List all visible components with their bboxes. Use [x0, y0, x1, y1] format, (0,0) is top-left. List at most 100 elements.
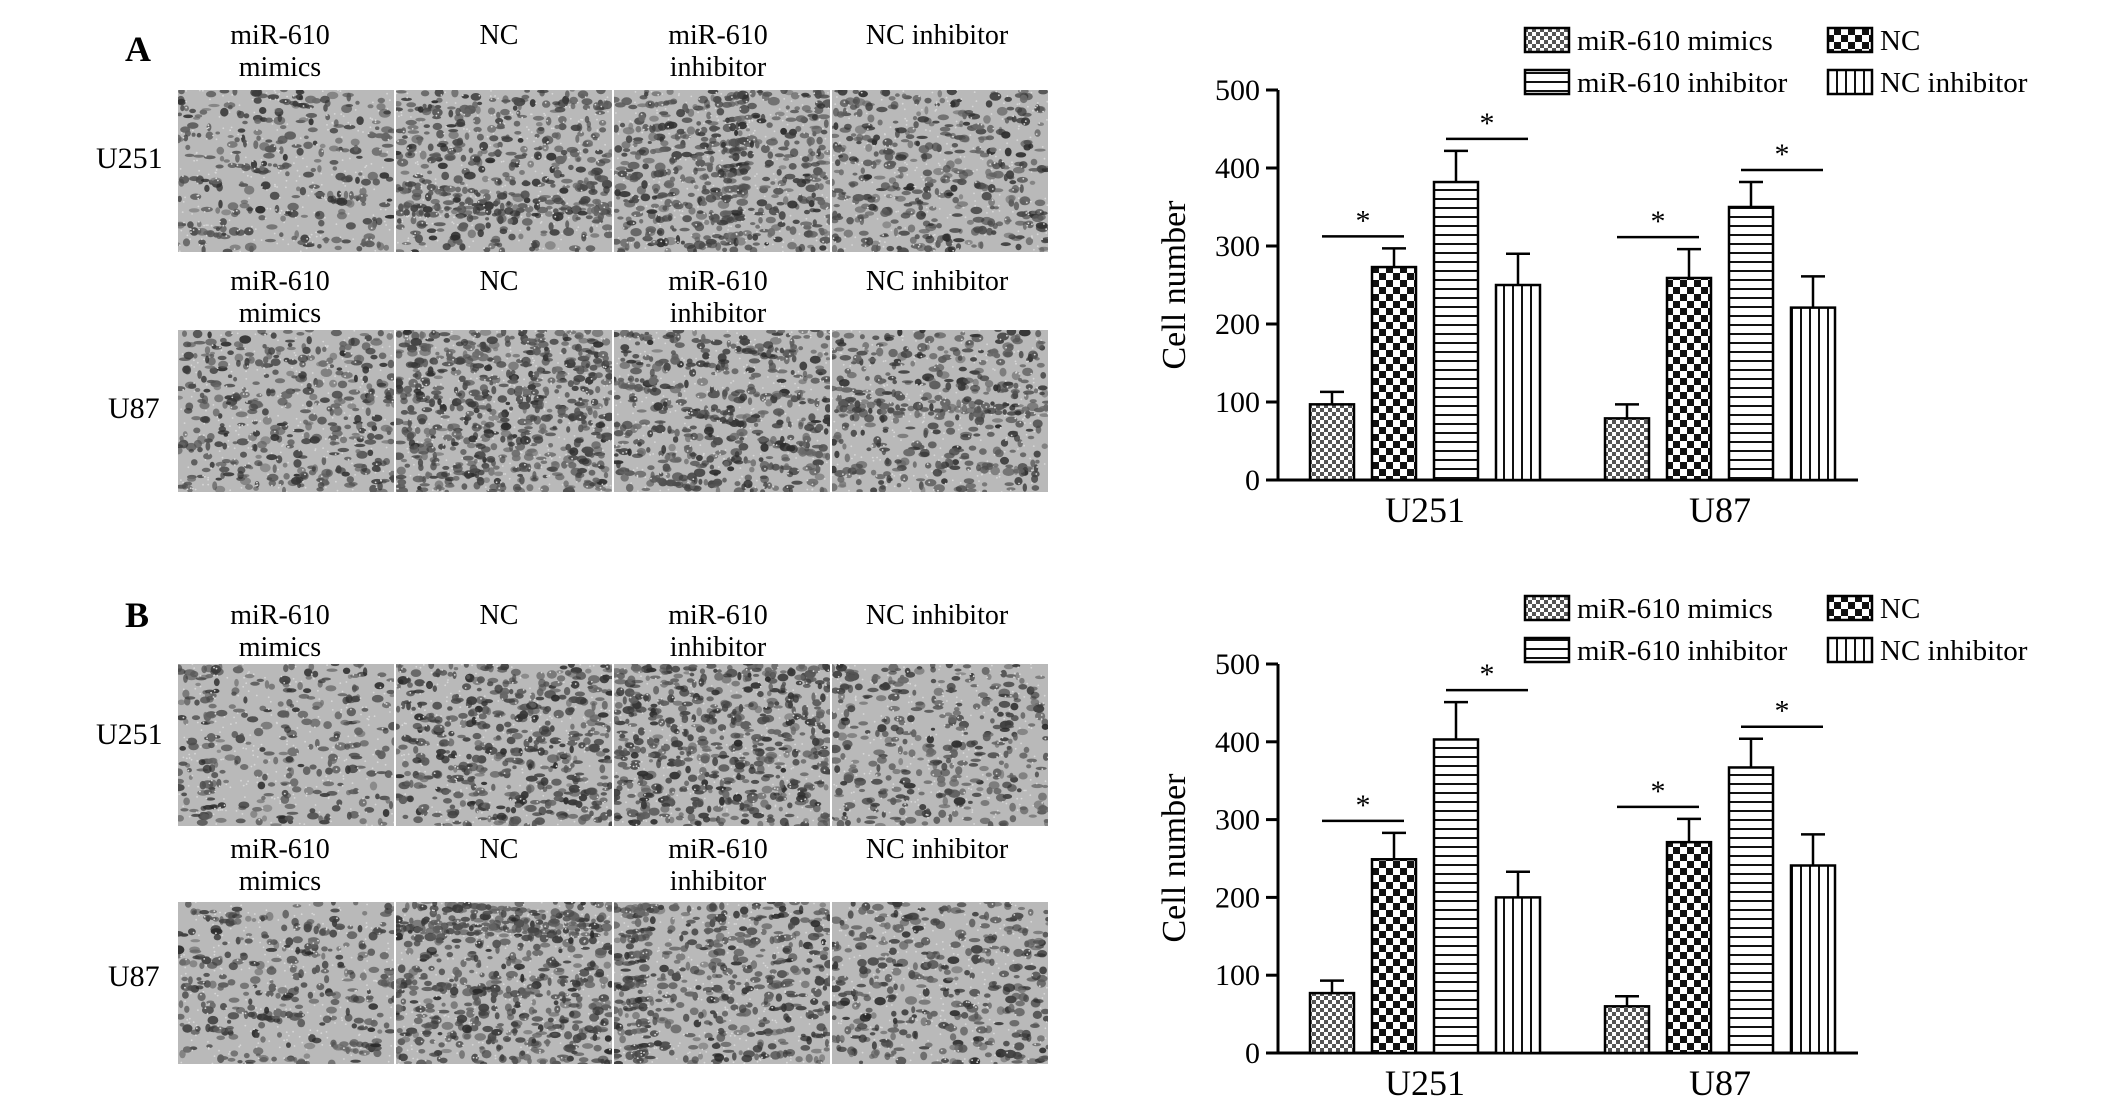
column-label-line: mimics — [238, 632, 322, 663]
micrograph-image — [832, 90, 1048, 252]
significance-star: * — [1775, 695, 1790, 728]
micrograph-image — [396, 90, 612, 252]
column-label-inhibitor: miR-610 inhibitor — [610, 600, 826, 664]
significance-star: * — [1356, 789, 1371, 822]
micrograph-image — [832, 902, 1048, 1064]
row-label-u87: U87 — [108, 392, 160, 425]
row-label-u251: U251 — [96, 718, 163, 751]
legend-label: NC — [1880, 593, 1920, 625]
y-tick-label: 0 — [1245, 464, 1260, 497]
y-axis-label: Cell number — [1156, 773, 1193, 943]
micrograph-texture — [178, 664, 394, 826]
micrograph-image — [614, 90, 830, 252]
x-category-label: U87 — [1689, 1063, 1751, 1103]
column-label-nc-inhibitor: NC inhibitor — [829, 266, 1045, 298]
legend-swatch — [1523, 636, 1571, 664]
column-label-line: mimics — [238, 866, 322, 897]
column-label-line: NC — [479, 20, 519, 51]
legend-swatch — [1523, 26, 1571, 54]
panel-letter-a: A — [125, 29, 151, 69]
column-label-line: NC inhibitor — [865, 834, 1009, 865]
bar — [1789, 864, 1837, 1055]
x-category-label: U251 — [1385, 1063, 1465, 1103]
bar — [1665, 840, 1713, 1055]
bar-chart-a: 0 100 200 300 400 500 Cell number * * U251 * * U87 mi… — [1156, 25, 2028, 530]
column-label-mimics: miR-610 mimics — [172, 600, 388, 664]
column-label-mimics: miR-610 mimics — [172, 266, 388, 330]
panel-letter-b: B — [125, 595, 150, 635]
micrograph-texture — [178, 330, 394, 492]
micrograph-texture — [832, 330, 1048, 492]
x-category-label: U87 — [1689, 490, 1751, 530]
micrograph-texture — [614, 330, 830, 492]
column-label-mimics: miR-610 mimics — [172, 20, 388, 84]
column-label-line: mimics — [238, 52, 322, 83]
column-label-inhibitor: miR-610 inhibitor — [610, 20, 826, 84]
legend-label: NC inhibitor — [1880, 635, 2028, 667]
micrograph-image — [614, 330, 830, 492]
bar — [1370, 265, 1418, 482]
bar — [1494, 896, 1542, 1055]
bar — [1494, 283, 1542, 482]
significance-star: * — [1356, 204, 1371, 237]
y-tick-label: 300 — [1215, 804, 1260, 837]
column-label-line: NC inhibitor — [865, 600, 1009, 631]
column-label-line: NC inhibitor — [865, 20, 1009, 51]
row-label-u87: U87 — [108, 960, 160, 993]
y-tick-label: 200 — [1215, 308, 1260, 341]
legend-swatch — [1523, 594, 1571, 622]
bar — [1727, 766, 1775, 1055]
micrograph-image — [396, 902, 612, 1064]
micrograph-image — [178, 664, 394, 826]
column-label-line: miR-610 — [230, 834, 330, 865]
column-label-inhibitor: miR-610 inhibitor — [610, 834, 826, 898]
column-label-nc: NC — [391, 834, 607, 866]
legend-label: miR-610 inhibitor — [1577, 635, 1788, 667]
bar-chart-b: 0 100 200 300 400 500 Cell number * * U251 * * U87 mi… — [1156, 593, 2028, 1103]
micrograph-texture — [614, 90, 830, 252]
micrograph-image — [178, 90, 394, 252]
column-label-line: miR-610 — [668, 600, 768, 631]
column-label-line: miR-610 — [230, 20, 330, 51]
column-label-line: miR-610 — [668, 266, 768, 297]
column-label-nc: NC — [391, 600, 607, 632]
micrograph-texture — [614, 664, 830, 826]
legend-label: miR-610 mimics — [1577, 25, 1773, 57]
bar — [1603, 417, 1651, 482]
row-label-u251: U251 — [96, 142, 163, 175]
column-label-line: miR-610 — [668, 20, 768, 51]
y-tick-label: 100 — [1215, 386, 1260, 419]
bar — [1308, 991, 1356, 1055]
significance-star: * — [1651, 205, 1666, 238]
legend-swatch — [1826, 26, 1874, 54]
legend-swatch — [1523, 68, 1571, 96]
micrograph-texture — [178, 902, 394, 1064]
y-tick-label: 100 — [1215, 959, 1260, 992]
significance-star: * — [1480, 658, 1495, 691]
micrograph-texture — [614, 902, 830, 1064]
micrograph-image — [396, 330, 612, 492]
column-label-line: inhibitor — [669, 632, 767, 663]
micrograph-texture — [832, 664, 1048, 826]
significance-star: * — [1651, 775, 1666, 808]
legend-label: NC — [1880, 25, 1920, 57]
micrograph-image — [832, 330, 1048, 492]
legend-swatch — [1826, 636, 1874, 664]
bar — [1603, 1005, 1651, 1055]
bar — [1308, 403, 1356, 482]
micrograph-texture — [396, 664, 612, 826]
column-label-line: inhibitor — [669, 866, 767, 897]
micrograph-texture — [178, 90, 394, 252]
bar — [1665, 276, 1713, 482]
legend-swatch — [1826, 594, 1874, 622]
y-tick-label: 0 — [1245, 1037, 1260, 1070]
legend-label: NC inhibitor — [1880, 67, 2028, 99]
y-tick-label: 400 — [1215, 726, 1260, 759]
y-tick-label: 400 — [1215, 152, 1260, 185]
column-label-line: miR-610 — [668, 834, 768, 865]
micrograph-image — [178, 330, 394, 492]
legend-label: miR-610 inhibitor — [1577, 67, 1788, 99]
column-label-line: inhibitor — [669, 52, 767, 83]
column-label-nc-inhibitor: NC inhibitor — [829, 20, 1045, 52]
